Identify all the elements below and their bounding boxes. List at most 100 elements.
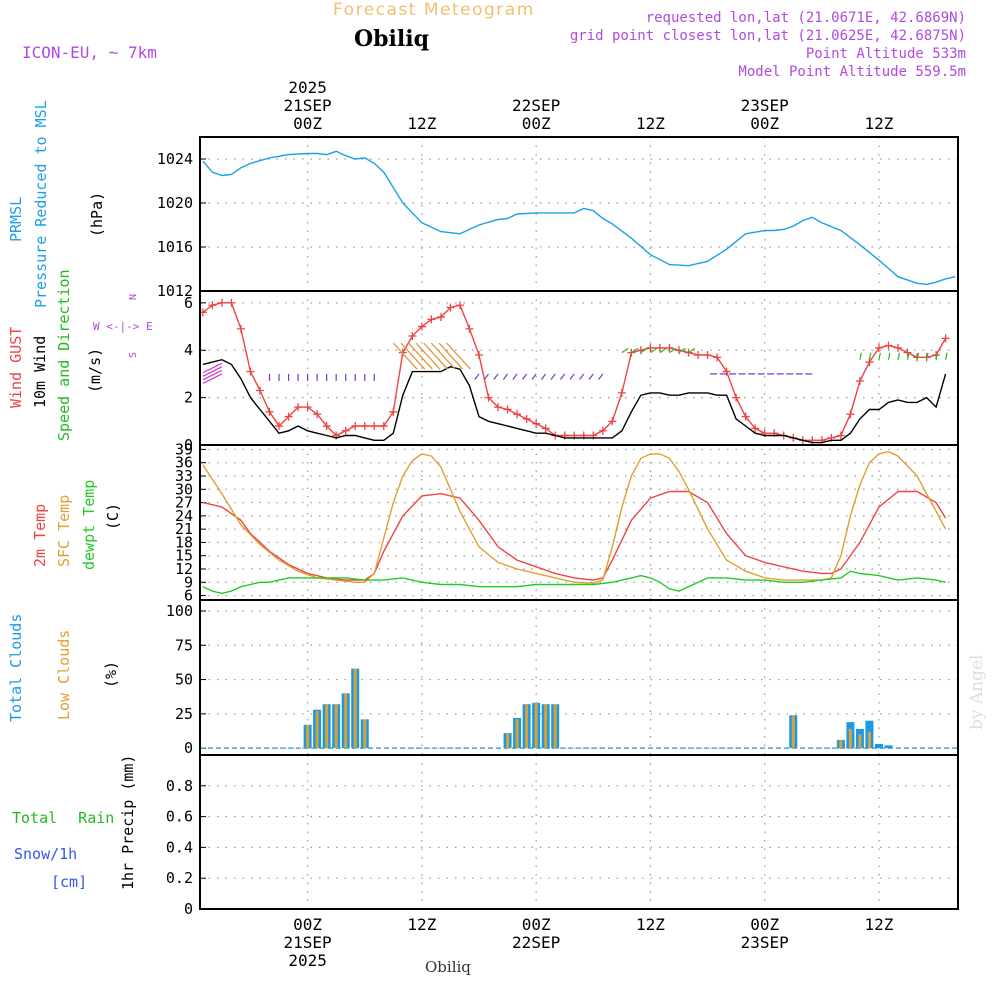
wind-direction-arrow bbox=[438, 342, 464, 370]
wind-direction-arrow bbox=[540, 373, 547, 380]
bottom-time-label: 2025 bbox=[288, 951, 327, 970]
wind-ytick-label: 2 bbox=[184, 389, 193, 407]
wind-direction-arrow bbox=[560, 373, 566, 380]
gust-marker bbox=[446, 303, 455, 312]
wind-series-1 bbox=[202, 358, 947, 444]
temperature-ytick-label: 6 bbox=[184, 587, 193, 605]
gust-marker bbox=[379, 422, 388, 431]
wind-direction-arrow bbox=[621, 347, 629, 354]
gust-marker bbox=[494, 403, 503, 412]
gust-marker bbox=[617, 388, 626, 397]
precip-label-snow: Snow/1h bbox=[14, 845, 78, 863]
gust-marker bbox=[874, 343, 883, 352]
top-time-label: 00Z bbox=[522, 114, 551, 133]
gust-marker bbox=[894, 343, 903, 352]
wind-direction-arrow bbox=[202, 366, 223, 377]
wind-frame bbox=[199, 290, 959, 446]
gust-marker bbox=[513, 410, 522, 419]
gust-marker bbox=[408, 332, 417, 341]
gust-marker bbox=[370, 422, 379, 431]
temperature-series-1 bbox=[202, 450, 947, 584]
precip-label-unit: 1hr Precip (mm) bbox=[119, 754, 137, 890]
gust-marker bbox=[427, 315, 436, 324]
pressure-label-name: Pressure Reduced to MSL bbox=[32, 100, 50, 308]
pressure-ytick-label: 1020 bbox=[157, 194, 193, 212]
precip-ytick-label: 0.4 bbox=[166, 838, 193, 856]
wind-direction-arrow bbox=[659, 347, 667, 354]
low-clouds-bar bbox=[325, 704, 329, 749]
low-clouds-bar bbox=[858, 734, 862, 749]
low-clouds-bar bbox=[553, 704, 557, 749]
gust-marker bbox=[846, 410, 855, 419]
top-year-label: 2025 bbox=[288, 78, 327, 97]
gust-marker bbox=[627, 348, 636, 357]
chart-title: Forecast Meteogram bbox=[333, 2, 535, 19]
gust-marker bbox=[217, 298, 226, 307]
gust-marker bbox=[398, 348, 407, 357]
wind-direction-arrow bbox=[415, 342, 441, 370]
low-clouds-bar bbox=[363, 719, 367, 749]
point-altitude: Point Altitude 533m bbox=[805, 46, 966, 62]
wind-direction-arrow bbox=[474, 373, 480, 380]
gust-marker bbox=[246, 367, 255, 376]
wind-direction-arrow bbox=[598, 373, 604, 380]
wind-direction-arrow bbox=[588, 373, 594, 380]
gust-marker bbox=[665, 343, 674, 352]
wind-label-gust: Wind GUST bbox=[7, 326, 25, 408]
wind-direction-arrow bbox=[512, 373, 518, 380]
wind-direction-arrow bbox=[650, 347, 658, 354]
wind-direction-arrow bbox=[935, 352, 939, 360]
wind-direction-arrow bbox=[916, 352, 920, 360]
gust-marker bbox=[465, 324, 474, 333]
bottom-time-label: 00Z bbox=[293, 915, 322, 934]
low-clouds-bar bbox=[848, 728, 852, 749]
gust-marker bbox=[646, 343, 655, 352]
gust-marker bbox=[703, 350, 712, 359]
compass-north: N bbox=[128, 293, 139, 300]
gust-marker bbox=[522, 414, 531, 423]
temp-label-sfc: SFC Temp bbox=[55, 494, 73, 567]
gust-marker bbox=[341, 426, 350, 435]
gust-marker bbox=[351, 422, 360, 431]
wind-direction-arrow bbox=[430, 342, 456, 370]
gust-marker bbox=[751, 424, 760, 433]
gust-marker bbox=[265, 407, 274, 416]
wind-direction-arrow bbox=[423, 342, 449, 370]
gust-marker bbox=[360, 422, 369, 431]
gust-marker bbox=[313, 410, 322, 419]
gust-marker bbox=[455, 301, 464, 310]
pressure-grid bbox=[200, 137, 958, 292]
gust-marker bbox=[713, 353, 722, 362]
gust-marker bbox=[694, 350, 703, 359]
top-time-label: 12Z bbox=[636, 114, 665, 133]
pressure-ytick-label: 1024 bbox=[157, 150, 193, 168]
gust-marker bbox=[255, 386, 264, 395]
gust-marker bbox=[236, 324, 245, 333]
credit-watermark: by Angel bbox=[967, 654, 987, 731]
low-clouds-bar bbox=[306, 724, 310, 749]
gust-marker bbox=[941, 334, 950, 343]
bottom-time-label: 12Z bbox=[407, 915, 436, 934]
gust-marker bbox=[732, 393, 741, 402]
wind-direction-arrow bbox=[493, 373, 499, 380]
low-clouds-bar bbox=[353, 668, 357, 749]
bottom-time-label: 21SEP bbox=[284, 933, 332, 952]
clouds-label-low: Low Clouds bbox=[55, 629, 73, 720]
temp-label-unit: (C) bbox=[104, 502, 122, 530]
wind-direction-arrow bbox=[859, 352, 862, 360]
footer-location: Obiliq bbox=[425, 958, 471, 976]
compass-south: S bbox=[128, 351, 139, 358]
clouds-label-total: Total Clouds bbox=[7, 613, 25, 722]
low-clouds-bar bbox=[544, 704, 548, 749]
gust-marker bbox=[598, 426, 607, 435]
bottom-time-label: 22SEP bbox=[512, 933, 560, 952]
gust-marker bbox=[208, 301, 217, 310]
temperature-ytick-label: 12 bbox=[175, 560, 193, 578]
low-clouds-bar bbox=[334, 704, 338, 749]
gust-marker bbox=[903, 348, 912, 357]
low-clouds-bar bbox=[344, 693, 348, 749]
gust-marker bbox=[322, 422, 331, 431]
wind-direction-arrow bbox=[678, 347, 686, 354]
low-clouds-bar bbox=[839, 739, 843, 749]
